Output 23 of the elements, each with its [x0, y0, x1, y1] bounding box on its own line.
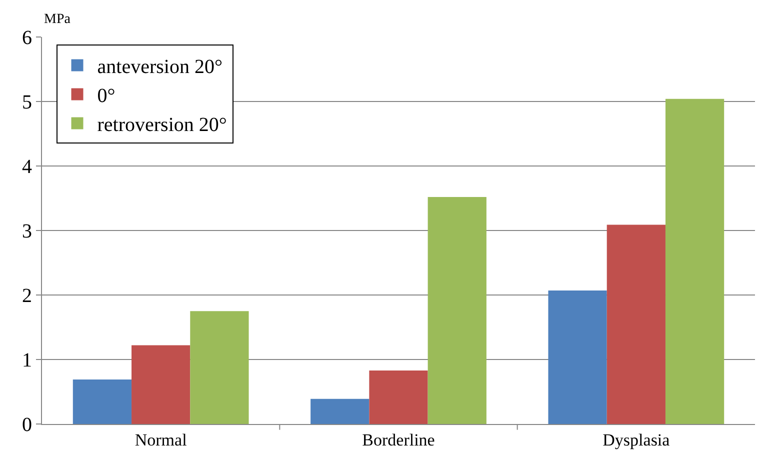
x-tick-label: Normal [134, 430, 188, 450]
bar [72, 380, 132, 424]
bar [190, 311, 249, 424]
y-tick-label: 1 [22, 350, 32, 372]
legend-label: retroversion 20° [97, 114, 227, 136]
y-tick-label: 6 [22, 27, 32, 49]
y-axis-title: MPa [44, 12, 72, 27]
x-tick-label: Dysplasia [602, 430, 670, 450]
y-tick-label: 0 [22, 414, 32, 436]
bar [428, 196, 486, 424]
bar [548, 290, 607, 424]
bar [132, 345, 190, 424]
x-tick-label: Borderline [362, 430, 435, 450]
bar [606, 224, 666, 424]
bar [369, 370, 428, 424]
bar [665, 98, 724, 424]
y-tick-label: 3 [22, 220, 32, 242]
y-tick-label: 5 [22, 92, 32, 114]
y-tick-label: 2 [22, 285, 32, 307]
legend-label: anteversion 20° [97, 56, 222, 78]
y-tick-label: 4 [22, 156, 32, 178]
bar [310, 398, 370, 424]
legend-label: 0° [97, 85, 116, 108]
